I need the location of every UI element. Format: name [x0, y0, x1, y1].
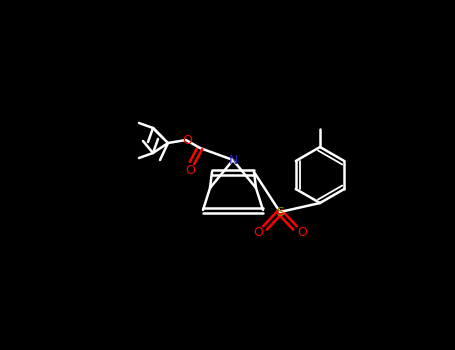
- Text: S: S: [276, 205, 284, 218]
- Text: N: N: [228, 154, 238, 167]
- Text: O: O: [185, 163, 195, 176]
- Text: O: O: [253, 226, 263, 239]
- Text: O: O: [182, 133, 192, 147]
- Text: O: O: [297, 226, 307, 239]
